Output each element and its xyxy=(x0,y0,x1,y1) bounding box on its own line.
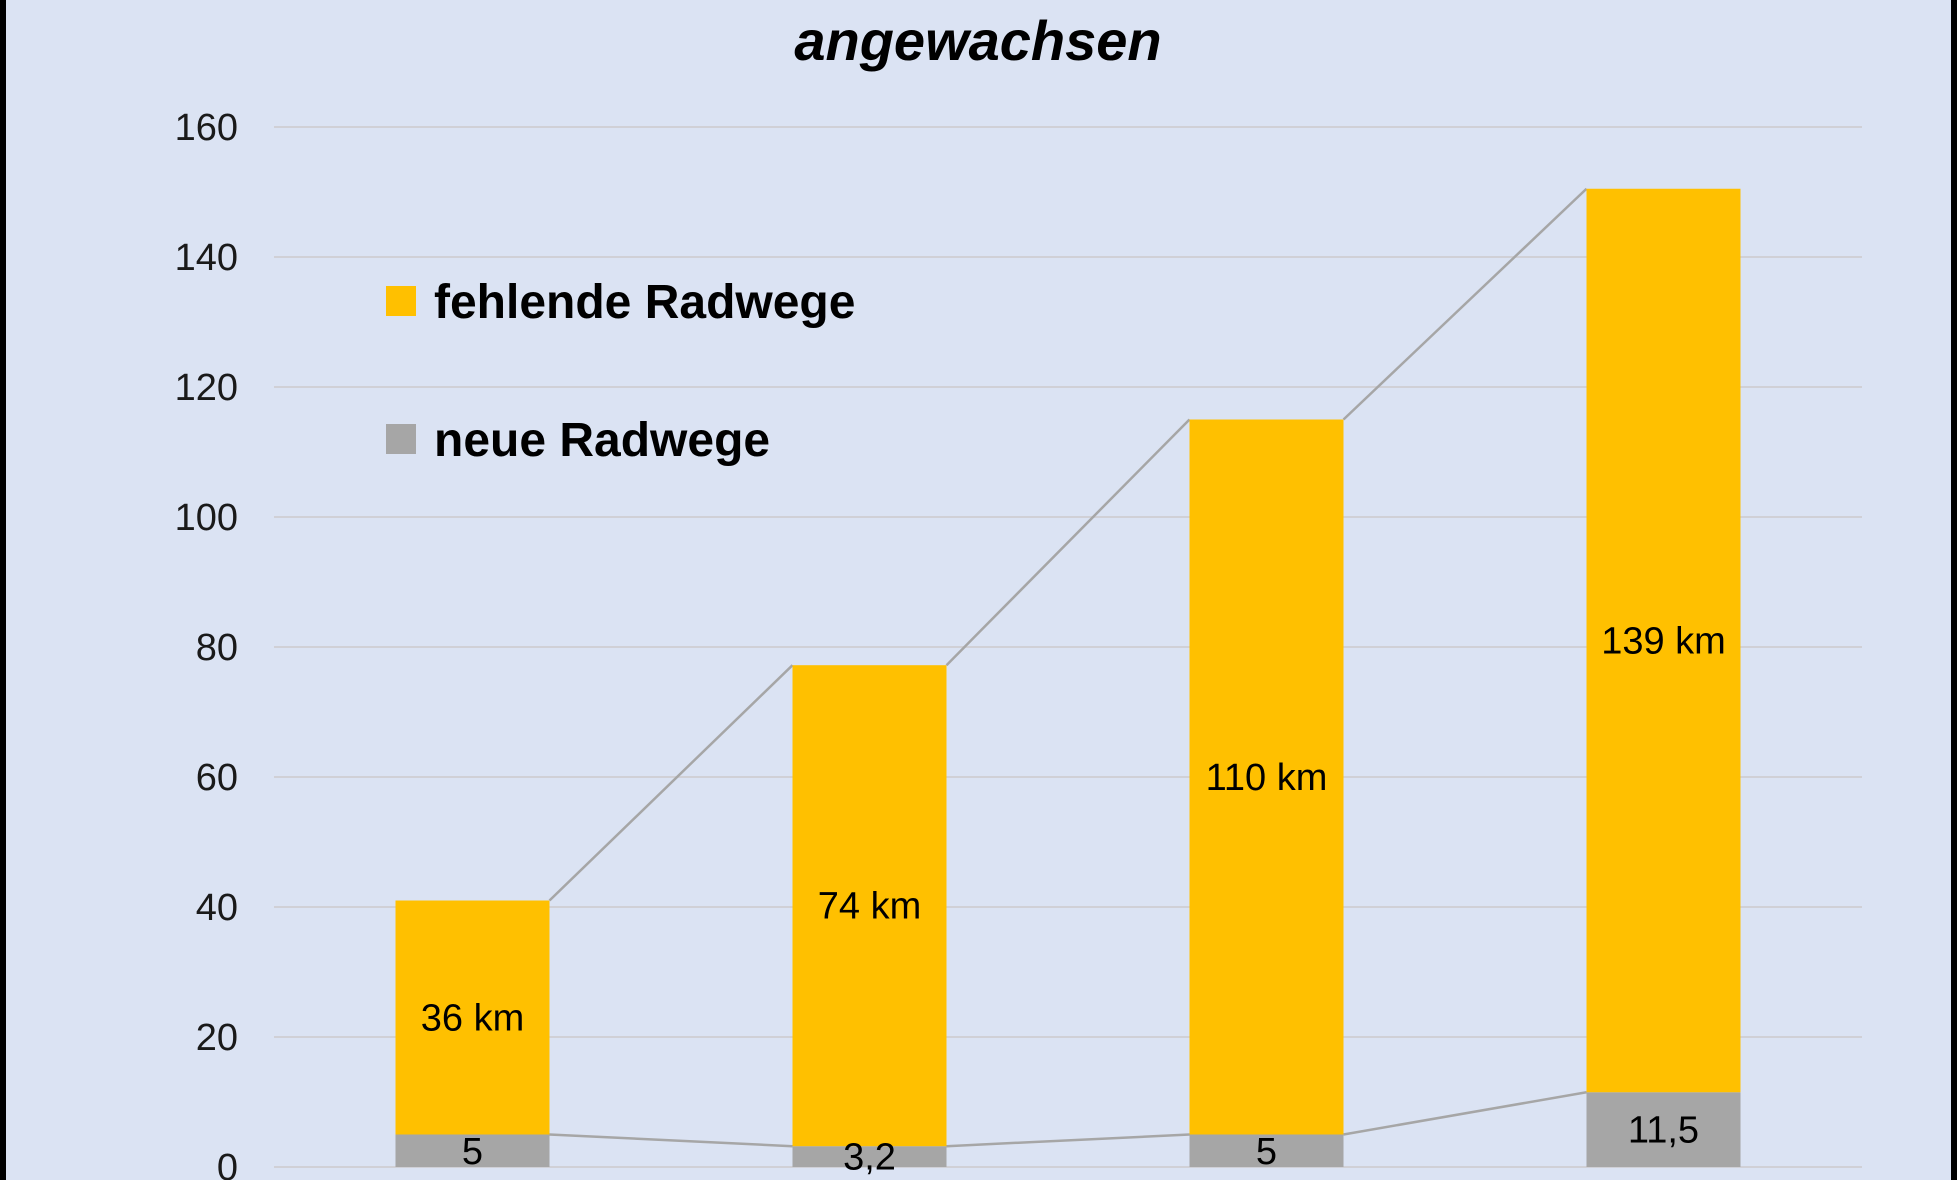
y-tick-label: 0 xyxy=(217,1147,238,1180)
legend-label: fehlende Radwege xyxy=(434,276,855,329)
data-label-neue-radwege: 11,5 xyxy=(1628,1110,1699,1152)
data-label-fehlende-radwege: 36 km xyxy=(421,998,524,1040)
legend-label: neue Radwege xyxy=(434,414,770,467)
bar-segment-fehlende-radwege xyxy=(395,900,550,1135)
chart-frame: angewachsen 0 20 40 60 80 100 120 140 160 5 36 km… xyxy=(6,0,1951,1180)
data-label-fehlende-radwege: 139 km xyxy=(1601,621,1726,663)
connector-line-total xyxy=(548,664,794,902)
y-tick-label: 140 xyxy=(175,237,238,279)
data-label-fehlende-radwege: 74 km xyxy=(818,886,921,928)
connector-lines xyxy=(548,187,1588,1148)
y-axis: 0 20 40 60 80 100 120 140 160 xyxy=(175,107,238,1180)
bar-segment-neue-radwege xyxy=(792,1146,947,1167)
connector-line-total xyxy=(945,418,1191,667)
data-label-neue-radwege: 3,2 xyxy=(843,1137,896,1179)
bar-segment-neue-radwege xyxy=(395,1134,550,1167)
bars xyxy=(395,188,1741,1167)
legend-swatch xyxy=(386,286,416,316)
connector-line-neue xyxy=(1343,1091,1587,1136)
bar-segment-fehlende-radwege xyxy=(792,665,947,1147)
connector-line-total xyxy=(1342,187,1588,421)
y-tick-label: 40 xyxy=(196,887,238,929)
connector-line-neue xyxy=(549,1133,793,1148)
legend: fehlende Radwege neue Radwege xyxy=(386,276,855,467)
bar-segment-neue-radwege xyxy=(1189,1134,1344,1167)
bar-segment-neue-radwege xyxy=(1586,1092,1741,1167)
legend-swatch xyxy=(386,424,416,454)
connector-line-neue xyxy=(946,1133,1190,1148)
bar-segment-fehlende-radwege xyxy=(1586,188,1741,1093)
y-tick-label: 120 xyxy=(175,367,238,409)
y-tick-label: 60 xyxy=(196,757,238,799)
chart-title: angewachsen xyxy=(794,9,1161,72)
bar-segment-fehlende-radwege xyxy=(1189,419,1344,1135)
y-tick-label: 100 xyxy=(175,497,238,539)
data-label-neue-radwege: 5 xyxy=(1256,1131,1277,1173)
data-label-neue-radwege: 5 xyxy=(462,1131,483,1173)
stacked-bar-chart: angewachsen 0 20 40 60 80 100 120 140 160 5 36 km… xyxy=(175,9,1862,1180)
y-tick-label: 80 xyxy=(196,627,238,669)
data-labels: 5 36 km 3,2 74 km 5 110 km 11,5 139 km xyxy=(421,621,1726,1179)
y-tick-label: 160 xyxy=(175,107,238,149)
y-tick-label: 20 xyxy=(196,1017,238,1059)
data-label-fehlende-radwege: 110 km xyxy=(1206,757,1328,799)
